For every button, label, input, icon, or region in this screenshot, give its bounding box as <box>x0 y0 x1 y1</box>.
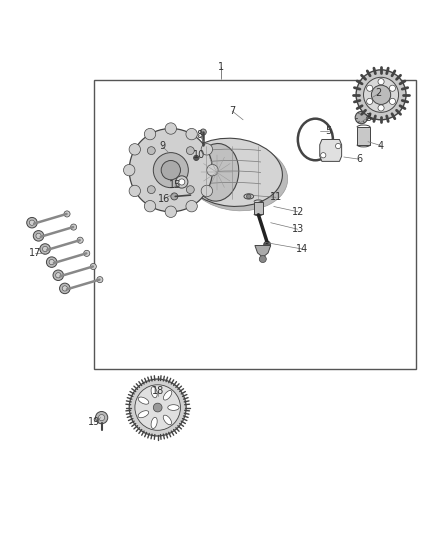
Circle shape <box>165 206 177 217</box>
Circle shape <box>161 160 180 180</box>
Circle shape <box>165 123 177 134</box>
Ellipse shape <box>151 386 157 398</box>
Ellipse shape <box>138 410 148 418</box>
Circle shape <box>259 255 266 263</box>
Text: 16: 16 <box>158 193 170 204</box>
Text: 18: 18 <box>152 386 164 397</box>
Circle shape <box>36 233 41 238</box>
Circle shape <box>42 246 48 252</box>
Circle shape <box>356 70 406 120</box>
Circle shape <box>201 185 212 197</box>
Circle shape <box>201 143 212 155</box>
Circle shape <box>46 257 57 268</box>
Circle shape <box>97 277 103 282</box>
Text: 7: 7 <box>229 106 235 116</box>
Circle shape <box>40 244 50 254</box>
Circle shape <box>147 147 155 155</box>
Circle shape <box>135 385 180 430</box>
Text: 6: 6 <box>356 154 362 164</box>
Circle shape <box>90 263 96 270</box>
Circle shape <box>364 77 399 112</box>
Circle shape <box>321 152 326 158</box>
Circle shape <box>355 111 367 124</box>
Circle shape <box>371 85 391 104</box>
Circle shape <box>194 155 199 160</box>
Circle shape <box>187 147 194 155</box>
Text: 13: 13 <box>292 224 304 235</box>
Circle shape <box>336 143 341 149</box>
Ellipse shape <box>195 143 239 201</box>
Circle shape <box>95 411 108 424</box>
Text: 14: 14 <box>296 244 308 254</box>
Text: 1: 1 <box>218 62 224 72</box>
Circle shape <box>145 128 156 140</box>
Circle shape <box>49 260 54 265</box>
Circle shape <box>56 273 61 278</box>
Circle shape <box>147 185 155 193</box>
Circle shape <box>60 283 70 294</box>
Text: 3: 3 <box>365 112 371 123</box>
Circle shape <box>84 251 90 256</box>
Polygon shape <box>320 140 342 161</box>
Circle shape <box>247 194 251 199</box>
Circle shape <box>186 128 197 140</box>
Circle shape <box>171 193 178 200</box>
Circle shape <box>153 152 188 188</box>
Text: 10: 10 <box>193 150 205 160</box>
Circle shape <box>129 128 212 212</box>
Circle shape <box>200 129 206 135</box>
Text: 8: 8 <box>196 130 202 140</box>
Circle shape <box>62 286 67 291</box>
Circle shape <box>129 143 141 155</box>
Circle shape <box>207 165 218 176</box>
Bar <box>94 80 416 369</box>
Text: 12: 12 <box>292 207 304 217</box>
Text: 2: 2 <box>376 88 382 99</box>
Text: 9: 9 <box>159 141 165 151</box>
Text: 19: 19 <box>88 417 100 427</box>
Circle shape <box>29 220 35 225</box>
Circle shape <box>378 105 384 111</box>
Polygon shape <box>255 246 271 257</box>
Circle shape <box>124 165 135 176</box>
Circle shape <box>389 98 396 104</box>
Bar <box>357 127 370 145</box>
Ellipse shape <box>151 417 157 429</box>
Circle shape <box>77 237 83 243</box>
Circle shape <box>179 179 185 185</box>
Circle shape <box>153 403 162 412</box>
Circle shape <box>71 224 77 230</box>
Ellipse shape <box>163 391 172 400</box>
Ellipse shape <box>168 405 179 410</box>
Circle shape <box>64 211 70 217</box>
Text: 4: 4 <box>378 141 384 151</box>
Circle shape <box>33 231 44 241</box>
Text: 17: 17 <box>29 248 41 259</box>
Circle shape <box>367 85 373 91</box>
Circle shape <box>186 200 197 212</box>
Circle shape <box>389 85 396 91</box>
Text: 15: 15 <box>169 181 181 190</box>
Ellipse shape <box>163 415 172 425</box>
Ellipse shape <box>187 143 288 211</box>
Circle shape <box>187 185 194 193</box>
Circle shape <box>53 270 64 280</box>
Circle shape <box>367 98 373 104</box>
Text: 5: 5 <box>325 126 332 136</box>
Circle shape <box>176 176 188 188</box>
Circle shape <box>27 217 37 228</box>
Circle shape <box>129 379 186 436</box>
Ellipse shape <box>244 194 254 199</box>
Ellipse shape <box>138 397 149 404</box>
Ellipse shape <box>182 138 283 206</box>
Text: 11: 11 <box>270 192 282 203</box>
Circle shape <box>264 241 271 248</box>
Bar <box>254 201 263 214</box>
Circle shape <box>99 415 105 421</box>
Circle shape <box>129 185 141 197</box>
Circle shape <box>144 200 155 212</box>
Circle shape <box>378 78 384 85</box>
